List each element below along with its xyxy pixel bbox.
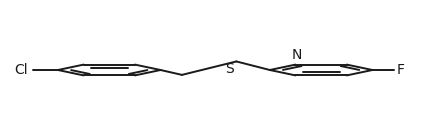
Text: F: F [397, 63, 405, 77]
Text: S: S [225, 62, 234, 76]
Text: Cl: Cl [14, 63, 28, 77]
Text: N: N [292, 48, 302, 62]
